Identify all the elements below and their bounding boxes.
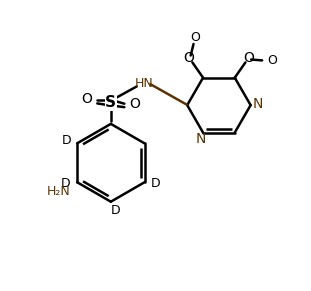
Text: D: D bbox=[61, 177, 70, 190]
Text: D: D bbox=[62, 134, 72, 147]
Text: N: N bbox=[253, 97, 263, 111]
Text: O: O bbox=[267, 54, 277, 67]
Text: O: O bbox=[244, 52, 255, 65]
Text: S: S bbox=[105, 95, 116, 110]
Text: HN: HN bbox=[135, 77, 153, 90]
Text: N: N bbox=[196, 132, 206, 146]
Text: O: O bbox=[129, 97, 140, 111]
Text: H₂N: H₂N bbox=[47, 185, 70, 198]
Text: O: O bbox=[183, 52, 194, 65]
Text: D: D bbox=[111, 204, 121, 217]
Text: D: D bbox=[151, 177, 160, 190]
Text: O: O bbox=[81, 92, 92, 107]
Text: O: O bbox=[190, 31, 200, 44]
